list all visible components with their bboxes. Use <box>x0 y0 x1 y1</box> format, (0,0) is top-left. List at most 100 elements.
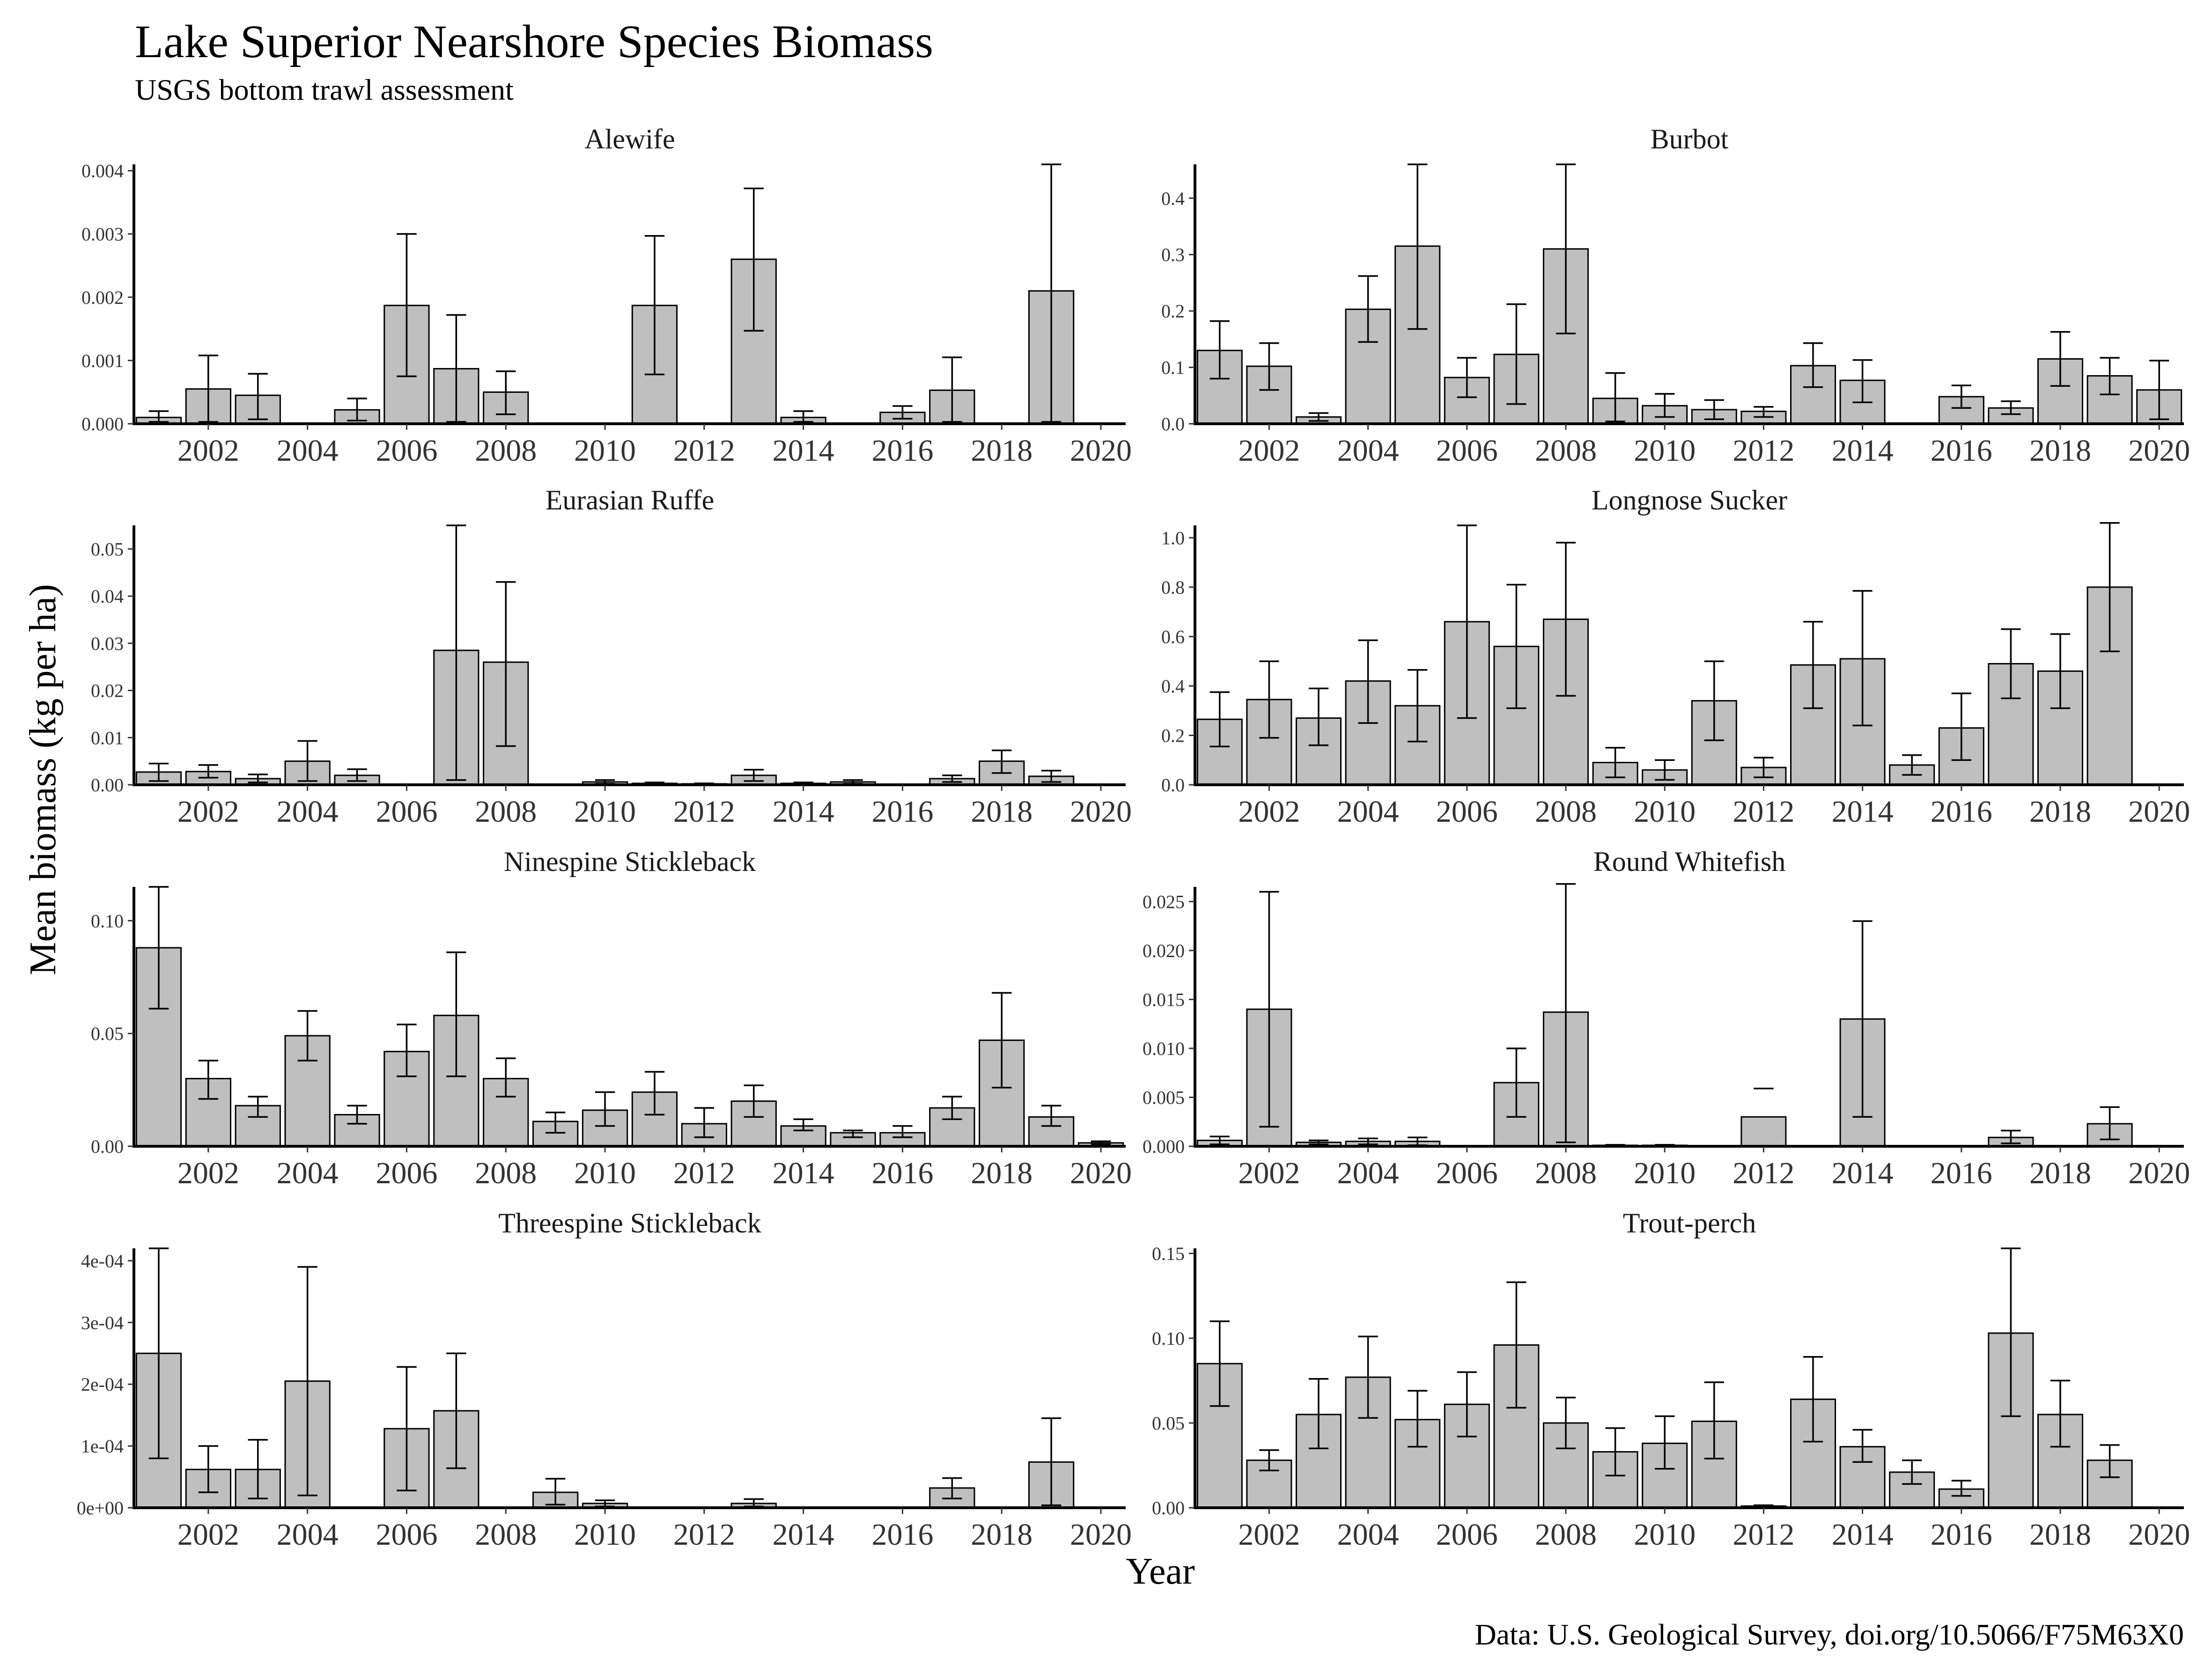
error-bar-trout-perch-2006 <box>1457 1371 1477 1438</box>
x-tick-label-alewife-2012: 2012 <box>673 434 735 468</box>
y-tick-label-alewife-4: 0.004 <box>81 161 124 182</box>
error-bar-trout-perch-2005 <box>1408 1390 1428 1448</box>
error-bar-ninespine-stickleback-2002 <box>198 1060 219 1100</box>
x-tick-label-threespine-stickleback-2016: 2016 <box>871 1518 933 1552</box>
y-tick-label-eurasian-ruffe-2: 0.02 <box>91 680 124 701</box>
error-bar-threespine-stickleback-2007 <box>446 1352 466 1469</box>
y-tick-label-eurasian-ruffe-5: 0.05 <box>91 538 124 560</box>
y-tick-label-alewife-2: 0.002 <box>81 287 124 308</box>
y-tick-label-round-whitefish-1: 0.005 <box>1143 1087 1185 1108</box>
error-bar-burbot-2008 <box>1556 163 1576 335</box>
x-tick-label-eurasian-ruffe-2018: 2018 <box>971 795 1032 829</box>
error-bar-round-whitefish-2007 <box>1506 1047 1526 1118</box>
error-bar-eurasian-ruffe-2005 <box>347 768 367 782</box>
error-bar-round-whitefish-2017 <box>2001 1129 2021 1144</box>
x-tick-label-round-whitefish-2018: 2018 <box>2029 1156 2091 1190</box>
bar-round-whitefish-2012 <box>1740 1116 1787 1147</box>
error-bar-threespine-stickleback-2003 <box>248 1439 268 1499</box>
panel-trout-perch: Trout-perch 0.00 0.05 0.10 0.15 2002 2004 2006 2… <box>1152 1208 2190 1552</box>
error-bar-ninespine-stickleback-2011 <box>644 1071 665 1116</box>
error-bar-longnose-sucker-2008 <box>1556 542 1576 697</box>
facet-panels: Alewife 0.000 0.001 0.002 0.003 0.004 2002 2004… <box>77 124 2190 1552</box>
x-tick-label-burbot-2006: 2006 <box>1436 434 1498 468</box>
y-tick-label-eurasian-ruffe-3: 0.03 <box>91 633 124 654</box>
error-bar-ninespine-stickleback-2015 <box>843 1129 863 1138</box>
error-bar-burbot-2016 <box>1951 384 1971 409</box>
bar-ninespine-stickleback-2016 <box>879 1132 926 1147</box>
y-tick-label-round-whitefish-4: 0.020 <box>1143 940 1185 961</box>
y-tick-label-threespine-stickleback-1: 1e-04 <box>81 1436 124 1457</box>
x-tick-label-round-whitefish-2016: 2016 <box>1931 1156 1992 1190</box>
error-bar-longnose-sucker-2010 <box>1655 759 1675 781</box>
error-bar-ninespine-stickleback-2010 <box>595 1091 615 1127</box>
error-bar-ninespine-stickleback-2012 <box>694 1107 715 1138</box>
error-bar-trout-perch-2013 <box>1803 1356 1823 1443</box>
error-bar-longnose-sucker-2013 <box>1803 621 1823 709</box>
error-bar-longnose-sucker-2012 <box>1754 757 1774 778</box>
error-bar-alewife-2006 <box>397 233 417 377</box>
error-bar-ninespine-stickleback-2017 <box>942 1096 962 1120</box>
error-bar-burbot-2007 <box>1506 303 1526 405</box>
error-bar-trout-perch-2017 <box>2001 1247 2021 1417</box>
y-tick-label-longnose-sucker-3: 0.6 <box>1161 626 1185 647</box>
error-bar-eurasian-ruffe-2007 <box>446 524 466 781</box>
x-tick-label-burbot-2010: 2010 <box>1634 434 1696 468</box>
x-tick-label-trout-perch-2002: 2002 <box>1238 1518 1300 1552</box>
error-bar-burbot-2004 <box>1358 275 1378 343</box>
error-bar-eurasian-ruffe-2018 <box>992 749 1012 774</box>
error-bar-burbot-2011 <box>1704 399 1724 420</box>
x-tick-label-eurasian-ruffe-2002: 2002 <box>177 795 239 829</box>
x-tick-label-alewife-2008: 2008 <box>475 434 537 468</box>
error-bar-threespine-stickleback-2009 <box>545 1478 566 1506</box>
error-bar-trout-perch-2004 <box>1358 1335 1378 1419</box>
x-tick-label-ninespine-stickleback-2006: 2006 <box>376 1156 437 1190</box>
x-tick-label-round-whitefish-2002: 2002 <box>1238 1156 1300 1190</box>
x-tick-label-burbot-2016: 2016 <box>1931 434 1992 468</box>
error-bar-ninespine-stickleback-2020 <box>1091 1140 1111 1145</box>
x-tick-label-longnose-sucker-2018: 2018 <box>2029 795 2091 829</box>
x-tick-label-eurasian-ruffe-2008: 2008 <box>475 795 537 829</box>
x-tick-label-trout-perch-2016: 2016 <box>1931 1518 1992 1552</box>
error-bar-round-whitefish-2008 <box>1556 883 1576 1143</box>
y-tick-label-eurasian-ruffe-0: 0.00 <box>91 774 124 796</box>
panel-title-threespine-stickleback: Threespine Stickleback <box>498 1208 761 1239</box>
x-tick-label-eurasian-ruffe-2006: 2006 <box>376 795 437 829</box>
error-bar-alewife-2008 <box>496 370 516 415</box>
y-tick-label-threespine-stickleback-3: 3e-04 <box>81 1312 124 1333</box>
x-tick-label-trout-perch-2012: 2012 <box>1733 1518 1794 1552</box>
error-bar-burbot-2012 <box>1754 406 1774 418</box>
error-bar-burbot-2014 <box>1852 359 1873 403</box>
x-tick-label-ninespine-stickleback-2012: 2012 <box>673 1156 735 1190</box>
y-tick-label-ninespine-stickleback-1: 0.05 <box>91 1023 124 1044</box>
error-bar-round-whitefish-2004 <box>1358 1137 1378 1145</box>
x-tick-label-trout-perch-2014: 2014 <box>1832 1518 1894 1552</box>
error-bar-alewife-2001 <box>148 410 169 423</box>
error-bar-threespine-stickleback-2017 <box>942 1477 962 1499</box>
x-tick-label-threespine-stickleback-2004: 2004 <box>277 1518 339 1552</box>
error-bar-eurasian-ruffe-2017 <box>942 774 962 783</box>
error-bar-alewife-2002 <box>198 354 219 423</box>
error-bar-burbot-2006 <box>1457 357 1477 398</box>
error-bar-alewife-2007 <box>446 314 466 423</box>
panel-title-burbot: Burbot <box>1651 124 1729 155</box>
error-bar-longnose-sucker-2011 <box>1704 660 1724 741</box>
panel-title-ninespine-stickleback: Ninespine Stickleback <box>504 846 756 877</box>
x-tick-label-burbot-2008: 2008 <box>1535 434 1597 468</box>
panel-ninespine-stickleback: Ninespine Stickleback 0.00 0.05 0.10 2002 200… <box>91 846 1132 1190</box>
error-bar-ninespine-stickleback-2016 <box>892 1125 913 1138</box>
x-tick-label-longnose-sucker-2008: 2008 <box>1535 795 1597 829</box>
x-tick-label-trout-perch-2006: 2006 <box>1436 1518 1498 1552</box>
error-bar-threespine-stickleback-2019 <box>1041 1417 1062 1506</box>
error-bar-longnose-sucker-2001 <box>1209 691 1230 747</box>
panel-title-eurasian-ruffe: Eurasian Ruffe <box>546 485 714 516</box>
error-bar-trout-perch-2015 <box>1902 1459 1922 1485</box>
y-tick-label-ninespine-stickleback-0: 0.00 <box>91 1136 124 1157</box>
x-tick-label-burbot-2002: 2002 <box>1238 434 1300 468</box>
panel-title-trout-perch: Trout-perch <box>1623 1208 1756 1239</box>
y-tick-label-burbot-4: 0.4 <box>1161 188 1185 209</box>
error-bar-ninespine-stickleback-2009 <box>545 1111 566 1134</box>
panel-threespine-stickleback: Threespine Stickleback 0e+00 1e-04 2e-04 3e-… <box>77 1208 1132 1552</box>
x-tick-label-ninespine-stickleback-2014: 2014 <box>773 1156 834 1190</box>
error-bar-eurasian-ruffe-2002 <box>198 764 219 779</box>
x-tick-label-longnose-sucker-2004: 2004 <box>1337 795 1399 829</box>
